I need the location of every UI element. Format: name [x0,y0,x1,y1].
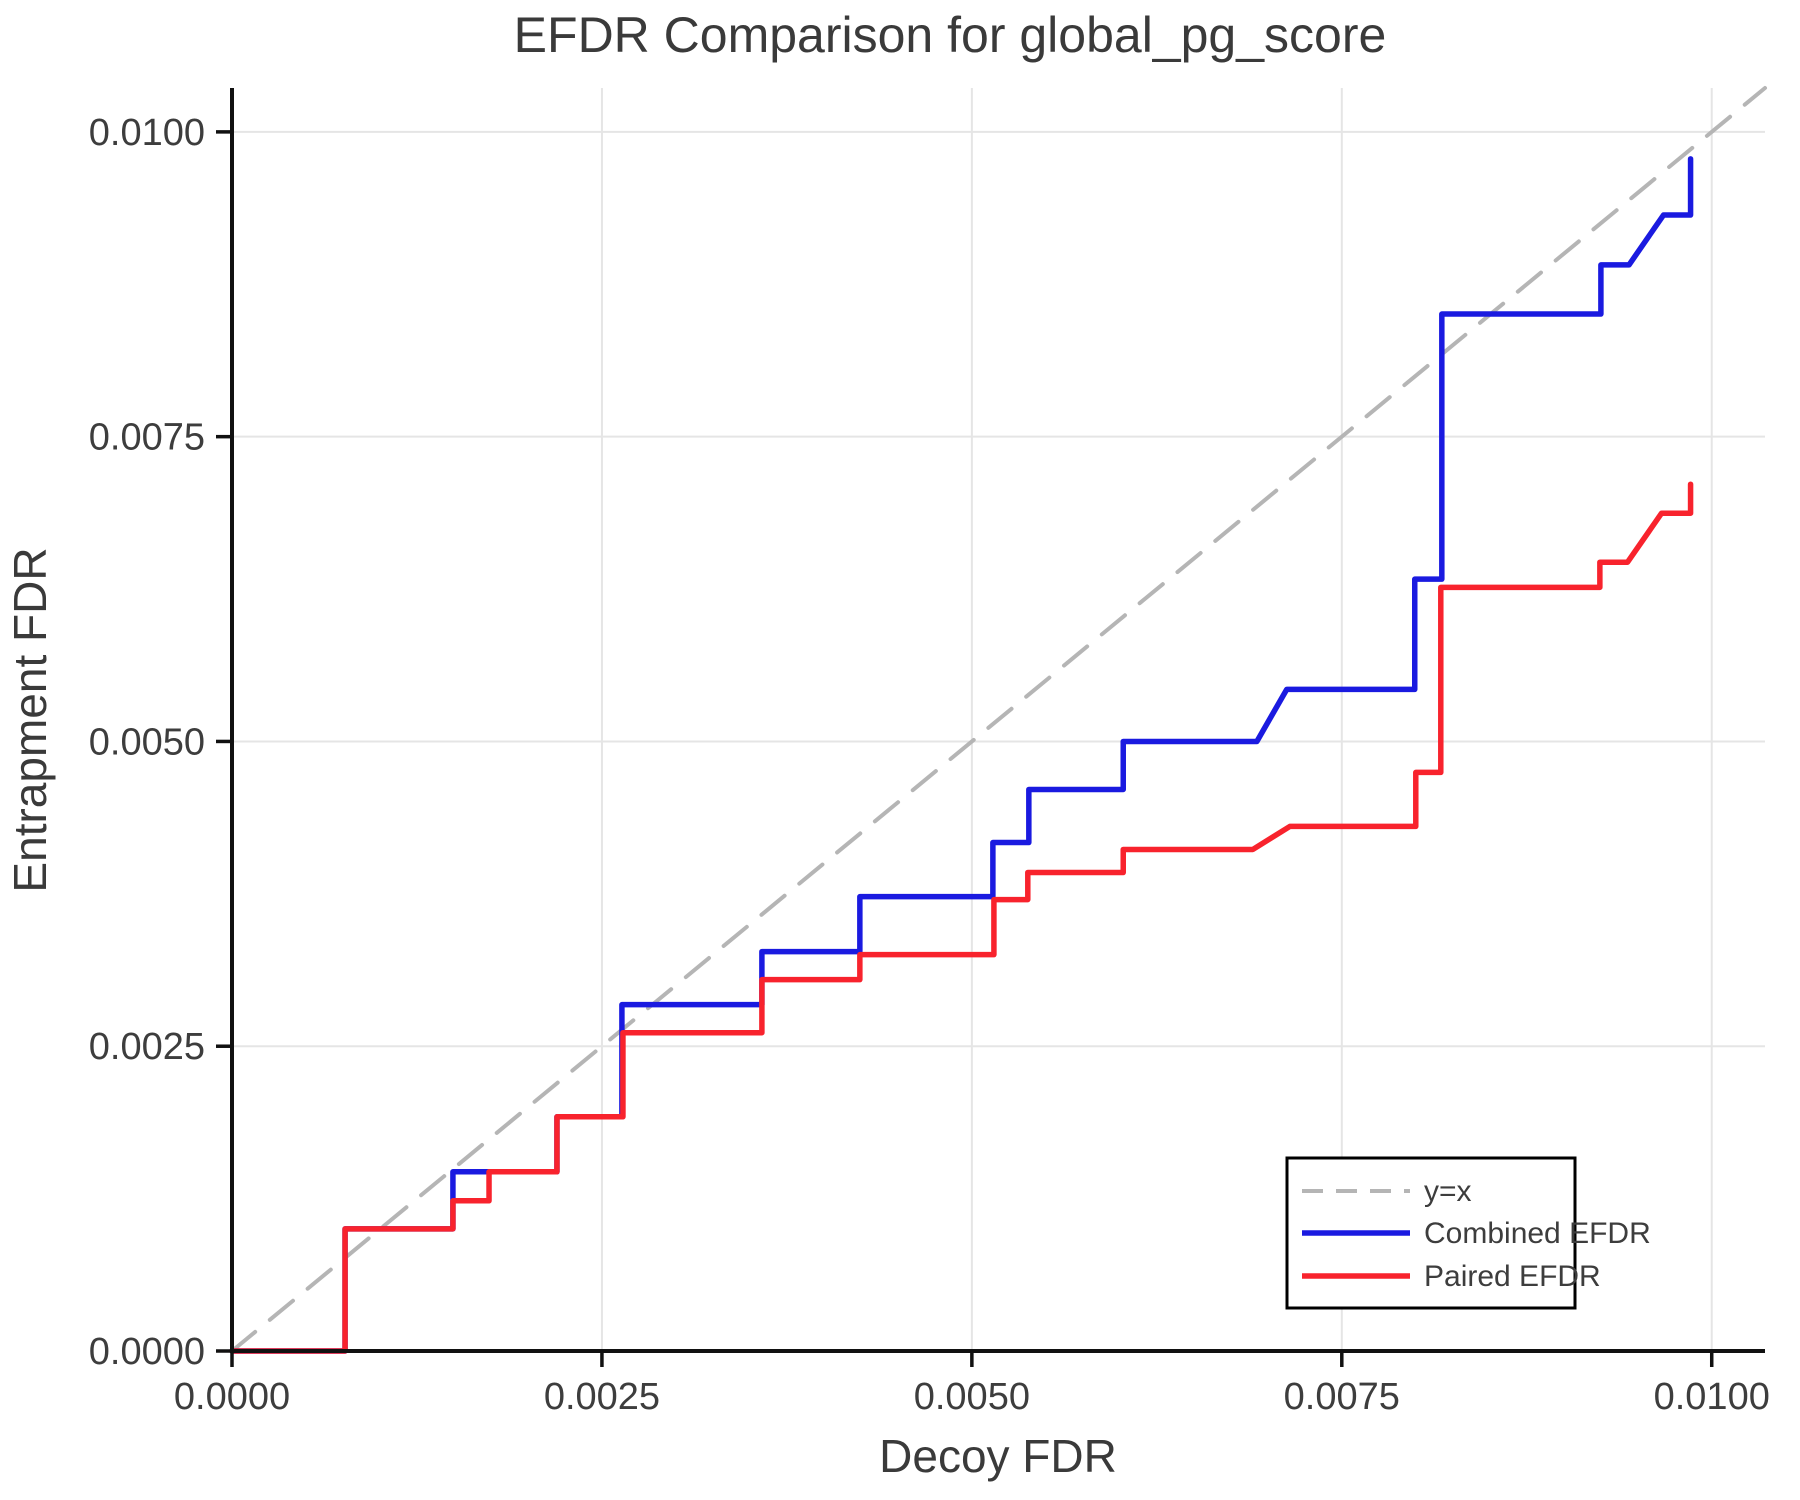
x-tick-label: 0.0075 [1284,1376,1400,1418]
gridlines [232,88,1765,1351]
y-tick-label: 0.0025 [89,1026,205,1068]
series-line-paired-efdr [229,481,1694,1354]
y-axis-label: Entrapment FDR [4,547,56,892]
tick-labels: 0.0000 0.0025 0.0050 0.0075 0.0100 0.0000 0.00… [89,112,1770,1418]
legend-label-combined-efdr: Combined EFDR [1424,1217,1651,1250]
x-tick-label: 0.0025 [544,1376,660,1418]
y-tick-label: 0.0000 [89,1331,205,1373]
x-axis-label: Decoy FDR [879,1430,1117,1482]
series-line-y-x [230,86,1767,1353]
legend: y=x Combined EFDR Paired EFDR [1285,1156,1651,1310]
legend-label-paired-efdr: Paired EFDR [1424,1260,1601,1293]
legend-label-yx: y=x [1424,1175,1472,1208]
y-tick-label: 0.0100 [89,112,205,154]
y-tick-label: 0.0050 [89,721,205,763]
x-tick-label: 0.0100 [1654,1376,1770,1418]
x-tick-label: 0.0050 [914,1376,1030,1418]
chart-title: EFDR Comparison for global_pg_score [514,7,1387,63]
axes [216,88,1765,1367]
x-tick-label: 0.0000 [174,1376,290,1418]
series-lines [229,86,1767,1354]
y-tick-label: 0.0075 [89,417,205,459]
